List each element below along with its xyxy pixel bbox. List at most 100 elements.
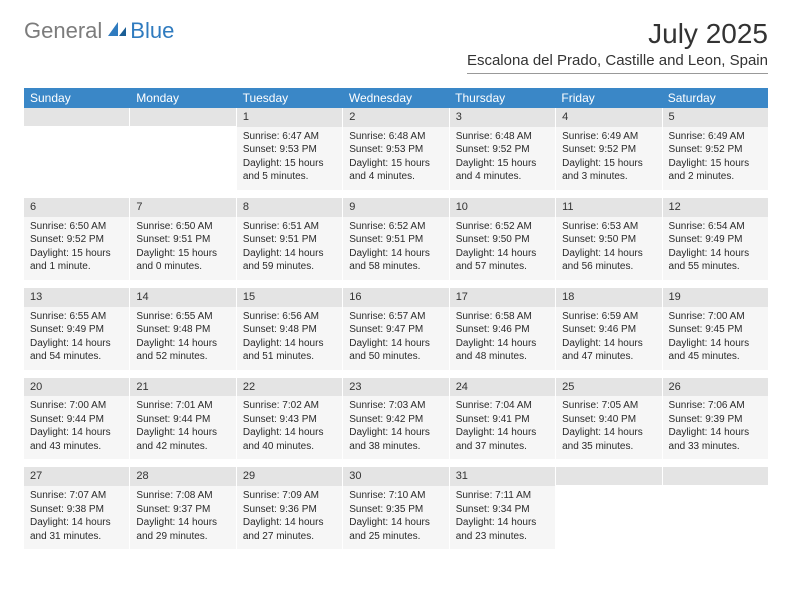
calendar-cell: 24Sunrise: 7:04 AMSunset: 9:41 PMDayligh… <box>450 378 556 460</box>
daylight-text: Daylight: 14 hours and 40 minutes. <box>243 426 336 453</box>
sunrise-text: Sunrise: 6:48 AM <box>456 130 549 144</box>
week-separator <box>24 280 768 288</box>
day-number <box>130 108 235 126</box>
sunset-text: Sunset: 9:44 PM <box>136 413 229 427</box>
day-number: 16 <box>343 288 448 307</box>
cell-body: Sunrise: 6:53 AMSunset: 9:50 PMDaylight:… <box>556 217 661 280</box>
sunset-text: Sunset: 9:34 PM <box>456 503 549 517</box>
calendar-cell: 2Sunrise: 6:48 AMSunset: 9:53 PMDaylight… <box>343 108 449 190</box>
daylight-text: Daylight: 14 hours and 54 minutes. <box>30 337 123 364</box>
daylight-text: Daylight: 15 hours and 2 minutes. <box>669 157 762 184</box>
cell-body: Sunrise: 7:07 AMSunset: 9:38 PMDaylight:… <box>24 486 129 549</box>
sunset-text: Sunset: 9:40 PM <box>562 413 655 427</box>
cell-body: Sunrise: 6:52 AMSunset: 9:51 PMDaylight:… <box>343 217 448 280</box>
cell-body: Sunrise: 6:51 AMSunset: 9:51 PMDaylight:… <box>237 217 342 280</box>
sunset-text: Sunset: 9:41 PM <box>456 413 549 427</box>
cell-body: Sunrise: 6:55 AMSunset: 9:48 PMDaylight:… <box>130 307 235 370</box>
calendar-cell: 11Sunrise: 6:53 AMSunset: 9:50 PMDayligh… <box>556 198 662 280</box>
day-number: 22 <box>237 378 342 397</box>
day-number: 21 <box>130 378 235 397</box>
sunset-text: Sunset: 9:51 PM <box>349 233 442 247</box>
day-number: 10 <box>450 198 555 217</box>
sunset-text: Sunset: 9:50 PM <box>456 233 549 247</box>
calendar-cell <box>130 108 236 190</box>
sunset-text: Sunset: 9:38 PM <box>30 503 123 517</box>
sunset-text: Sunset: 9:48 PM <box>243 323 336 337</box>
sunset-text: Sunset: 9:52 PM <box>562 143 655 157</box>
sunrise-text: Sunrise: 7:05 AM <box>562 399 655 413</box>
cell-body: Sunrise: 7:11 AMSunset: 9:34 PMDaylight:… <box>450 486 555 549</box>
cell-body: Sunrise: 6:48 AMSunset: 9:53 PMDaylight:… <box>343 127 448 190</box>
logo-text-general: General <box>24 18 102 44</box>
cell-body <box>24 126 129 186</box>
sunset-text: Sunset: 9:49 PM <box>30 323 123 337</box>
logo-sail-icon <box>106 20 128 43</box>
daylight-text: Daylight: 14 hours and 59 minutes. <box>243 247 336 274</box>
day-number: 19 <box>663 288 768 307</box>
daylight-text: Daylight: 14 hours and 31 minutes. <box>30 516 123 543</box>
sunset-text: Sunset: 9:42 PM <box>349 413 442 427</box>
sunrise-text: Sunrise: 7:07 AM <box>30 489 123 503</box>
calendar-cell: 29Sunrise: 7:09 AMSunset: 9:36 PMDayligh… <box>237 467 343 549</box>
sunrise-text: Sunrise: 7:00 AM <box>669 310 762 324</box>
calendar-cell: 31Sunrise: 7:11 AMSunset: 9:34 PMDayligh… <box>450 467 556 549</box>
daylight-text: Daylight: 14 hours and 55 minutes. <box>669 247 762 274</box>
day-number: 14 <box>130 288 235 307</box>
sunset-text: Sunset: 9:51 PM <box>243 233 336 247</box>
sunrise-text: Sunrise: 6:55 AM <box>136 310 229 324</box>
daylight-text: Daylight: 14 hours and 35 minutes. <box>562 426 655 453</box>
daylight-text: Daylight: 14 hours and 58 minutes. <box>349 247 442 274</box>
sunrise-text: Sunrise: 6:52 AM <box>349 220 442 234</box>
day-number: 1 <box>237 108 342 127</box>
day-number: 6 <box>24 198 129 217</box>
sunset-text: Sunset: 9:53 PM <box>349 143 442 157</box>
sunset-text: Sunset: 9:37 PM <box>136 503 229 517</box>
day-number: 4 <box>556 108 661 127</box>
day-number: 5 <box>663 108 768 127</box>
week-separator <box>24 459 768 467</box>
sunrise-text: Sunrise: 7:10 AM <box>349 489 442 503</box>
day-number: 15 <box>237 288 342 307</box>
daylight-text: Daylight: 15 hours and 5 minutes. <box>243 157 336 184</box>
week-row: 20Sunrise: 7:00 AMSunset: 9:44 PMDayligh… <box>24 378 768 460</box>
sunset-text: Sunset: 9:51 PM <box>136 233 229 247</box>
sunrise-text: Sunrise: 7:11 AM <box>456 489 549 503</box>
day-number: 24 <box>450 378 555 397</box>
cell-body: Sunrise: 6:48 AMSunset: 9:52 PMDaylight:… <box>450 127 555 190</box>
calendar-cell: 30Sunrise: 7:10 AMSunset: 9:35 PMDayligh… <box>343 467 449 549</box>
calendar-cell: 22Sunrise: 7:02 AMSunset: 9:43 PMDayligh… <box>237 378 343 460</box>
cell-body: Sunrise: 6:59 AMSunset: 9:46 PMDaylight:… <box>556 307 661 370</box>
sunrise-text: Sunrise: 6:56 AM <box>243 310 336 324</box>
calendar-cell: 26Sunrise: 7:06 AMSunset: 9:39 PMDayligh… <box>663 378 768 460</box>
sunset-text: Sunset: 9:53 PM <box>243 143 336 157</box>
sunrise-text: Sunrise: 6:57 AM <box>349 310 442 324</box>
cell-body <box>663 485 768 545</box>
daylight-text: Daylight: 14 hours and 29 minutes. <box>136 516 229 543</box>
day-header-thursday: Thursday <box>449 88 555 108</box>
sunset-text: Sunset: 9:52 PM <box>30 233 123 247</box>
sunrise-text: Sunrise: 6:54 AM <box>669 220 762 234</box>
day-header-wednesday: Wednesday <box>343 88 449 108</box>
sunrise-text: Sunrise: 7:01 AM <box>136 399 229 413</box>
calendar-cell: 12Sunrise: 6:54 AMSunset: 9:49 PMDayligh… <box>663 198 768 280</box>
cell-body: Sunrise: 7:06 AMSunset: 9:39 PMDaylight:… <box>663 396 768 459</box>
week-row: 6Sunrise: 6:50 AMSunset: 9:52 PMDaylight… <box>24 198 768 280</box>
calendar-cell: 10Sunrise: 6:52 AMSunset: 9:50 PMDayligh… <box>450 198 556 280</box>
sunrise-text: Sunrise: 7:09 AM <box>243 489 336 503</box>
calendar-cell <box>663 467 768 549</box>
daylight-text: Daylight: 15 hours and 4 minutes. <box>456 157 549 184</box>
cell-body <box>556 485 661 545</box>
day-number <box>24 108 129 126</box>
calendar-cell: 17Sunrise: 6:58 AMSunset: 9:46 PMDayligh… <box>450 288 556 370</box>
day-number: 18 <box>556 288 661 307</box>
day-number: 29 <box>237 467 342 486</box>
calendar-cell: 15Sunrise: 6:56 AMSunset: 9:48 PMDayligh… <box>237 288 343 370</box>
sunrise-text: Sunrise: 6:48 AM <box>349 130 442 144</box>
title-block: July 2025 Escalona del Prado, Castille a… <box>467 18 768 74</box>
day-number: 31 <box>450 467 555 486</box>
cell-body <box>130 126 235 186</box>
cell-body: Sunrise: 6:58 AMSunset: 9:46 PMDaylight:… <box>450 307 555 370</box>
daylight-text: Daylight: 14 hours and 38 minutes. <box>349 426 442 453</box>
week-row: 27Sunrise: 7:07 AMSunset: 9:38 PMDayligh… <box>24 467 768 549</box>
sunrise-text: Sunrise: 7:03 AM <box>349 399 442 413</box>
